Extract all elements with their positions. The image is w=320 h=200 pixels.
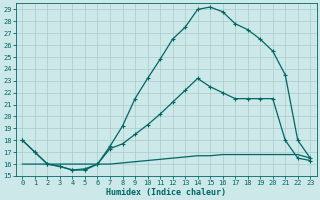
X-axis label: Humidex (Indice chaleur): Humidex (Indice chaleur)	[106, 188, 226, 197]
